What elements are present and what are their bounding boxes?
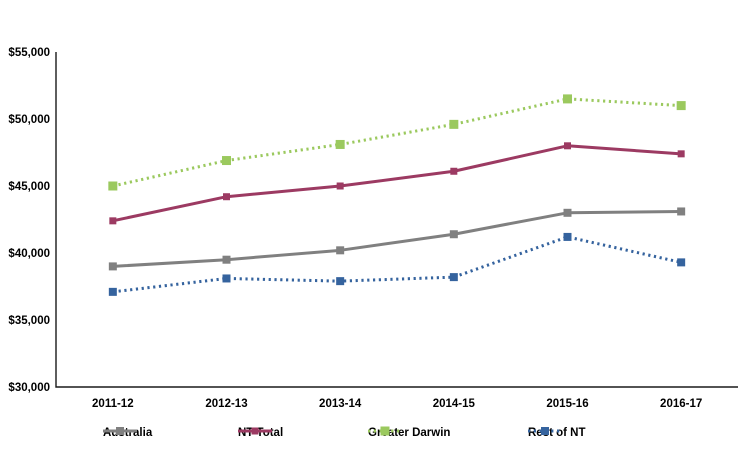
series-marker-rest-of-nt (563, 232, 572, 241)
x-axis-tick-label: 2013-14 (319, 398, 362, 410)
series-marker-rest-of-nt (108, 287, 117, 296)
legend-swatch-australia (103, 427, 137, 435)
legend-swatch-nt-total (238, 427, 272, 435)
series-marker-rest-of-nt (222, 274, 231, 283)
axis-lines (55, 52, 738, 388)
series-marker-nt-total (450, 167, 458, 175)
series-marker-australia (108, 262, 117, 271)
x-axis-tick-label: 2014-15 (433, 398, 476, 410)
y-axis-tick-label: $40,000 (8, 248, 50, 260)
series-marker-australia (222, 255, 231, 264)
series-marker-rest-of-nt (677, 258, 686, 267)
legend-item-greater-darwin: Greater Darwin (368, 425, 450, 441)
y-axis-tick-label: $35,000 (8, 315, 50, 327)
series-marker-nt-total (677, 150, 685, 158)
y-axis-tick-label: $55,000 (8, 47, 50, 59)
legend-swatch-greater-darwin (368, 426, 402, 436)
legend-item-australia: Australia (103, 425, 152, 441)
y-axis-tick-label: $30,000 (8, 382, 50, 394)
series-marker-greater-darwin (449, 119, 459, 129)
series-marker-australia (563, 208, 572, 217)
legend-item-rest-of-nt: Rest of NT (528, 425, 586, 441)
series-marker-rest-of-nt (336, 277, 345, 286)
legend-swatch-rest-of-nt (528, 427, 562, 435)
series-marker-nt-total (109, 217, 117, 225)
series-marker-greater-darwin (563, 94, 572, 104)
series-line-australia (112, 209, 682, 268)
y-axis-tick-label: $50,000 (8, 114, 50, 126)
x-axis-tick-label: 2016-17 (660, 398, 702, 410)
series-marker-greater-darwin (222, 156, 231, 166)
x-axis-tick-label: 2015-16 (546, 398, 588, 410)
series-line-nt-total (112, 144, 682, 223)
series-marker-nt-total (223, 193, 230, 201)
chart-legend: Australia NT Total Greater Darwin Rest of N… (0, 425, 752, 443)
legend-item-nt-total: NT Total (238, 425, 283, 441)
series-marker-greater-darwin (108, 181, 118, 191)
series-line-greater-darwin (112, 97, 682, 188)
x-axis-tick-label: 2012-13 (205, 398, 247, 410)
series-marker-australia (336, 246, 345, 255)
series-marker-nt-total (336, 182, 344, 190)
series-marker-rest-of-nt (449, 273, 458, 282)
series-marker-greater-darwin (676, 101, 686, 111)
series-marker-greater-darwin (335, 139, 345, 149)
series-marker-australia (449, 230, 458, 239)
x-axis-tick-label: 2011-12 (92, 398, 134, 410)
y-axis-tick-label: $45,000 (8, 181, 50, 193)
series-marker-nt-total (564, 142, 571, 150)
series-marker-australia (677, 207, 686, 216)
series-line-rest-of-nt (112, 235, 682, 294)
